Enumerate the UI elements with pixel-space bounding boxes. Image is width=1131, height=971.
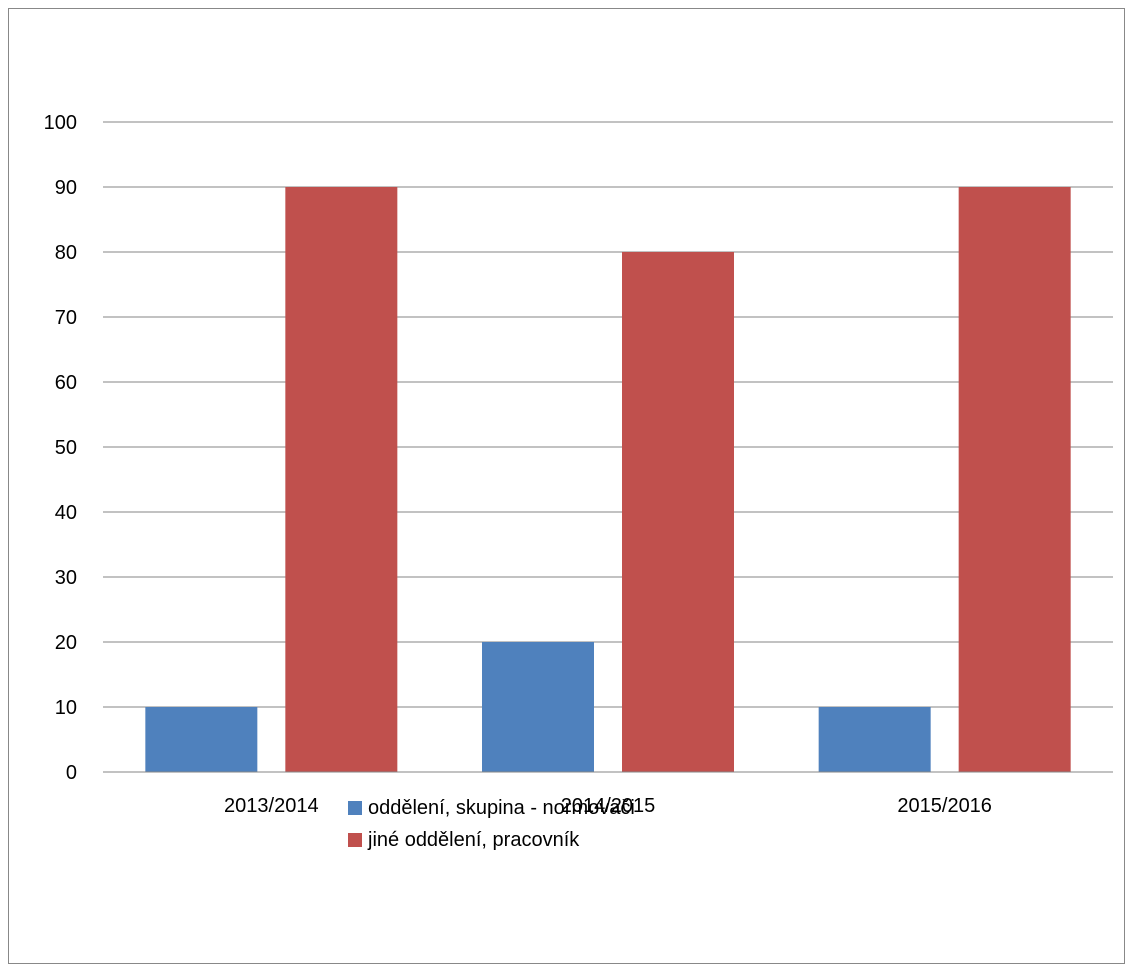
legend-swatch-series-1 — [348, 801, 362, 815]
legend-item-series-1: oddělení, skupina - normovači — [348, 792, 635, 824]
legend: oddělení, skupina - normovači jiné odděl… — [348, 792, 635, 856]
x-tick-label: 2013/2014 — [224, 795, 319, 817]
bar-series-2 — [622, 252, 734, 772]
legend-label-series-1: oddělení, skupina - normovači — [368, 796, 635, 819]
bar-series-2 — [285, 187, 398, 772]
legend-item-series-2: jiné oddělení, pracovník — [348, 824, 635, 856]
bar-series-1 — [818, 707, 931, 772]
y-tick-label: 100 — [44, 112, 77, 134]
y-tick-label: 50 — [55, 437, 77, 459]
bar-series-1 — [482, 642, 594, 772]
y-tick-label: 20 — [55, 632, 77, 654]
legend-swatch-series-2 — [348, 833, 362, 847]
y-tick-label: 90 — [55, 177, 77, 199]
y-tick-label: 30 — [55, 567, 77, 589]
y-tick-label: 60 — [55, 372, 77, 394]
y-tick-label: 80 — [55, 242, 77, 264]
bar-series-2 — [958, 187, 1071, 772]
y-tick-label: 40 — [55, 502, 77, 524]
x-tick-label: 2015/2016 — [897, 795, 992, 817]
y-tick-label: 70 — [55, 307, 77, 329]
bar-series-1 — [145, 707, 258, 772]
legend-label-series-2: jiné oddělení, pracovník — [368, 828, 580, 851]
x-tick-label: 2014/2015 — [561, 795, 656, 817]
chart-frame — [8, 8, 1125, 964]
y-tick-label: 10 — [55, 697, 77, 719]
y-tick-label: 0 — [66, 762, 77, 784]
